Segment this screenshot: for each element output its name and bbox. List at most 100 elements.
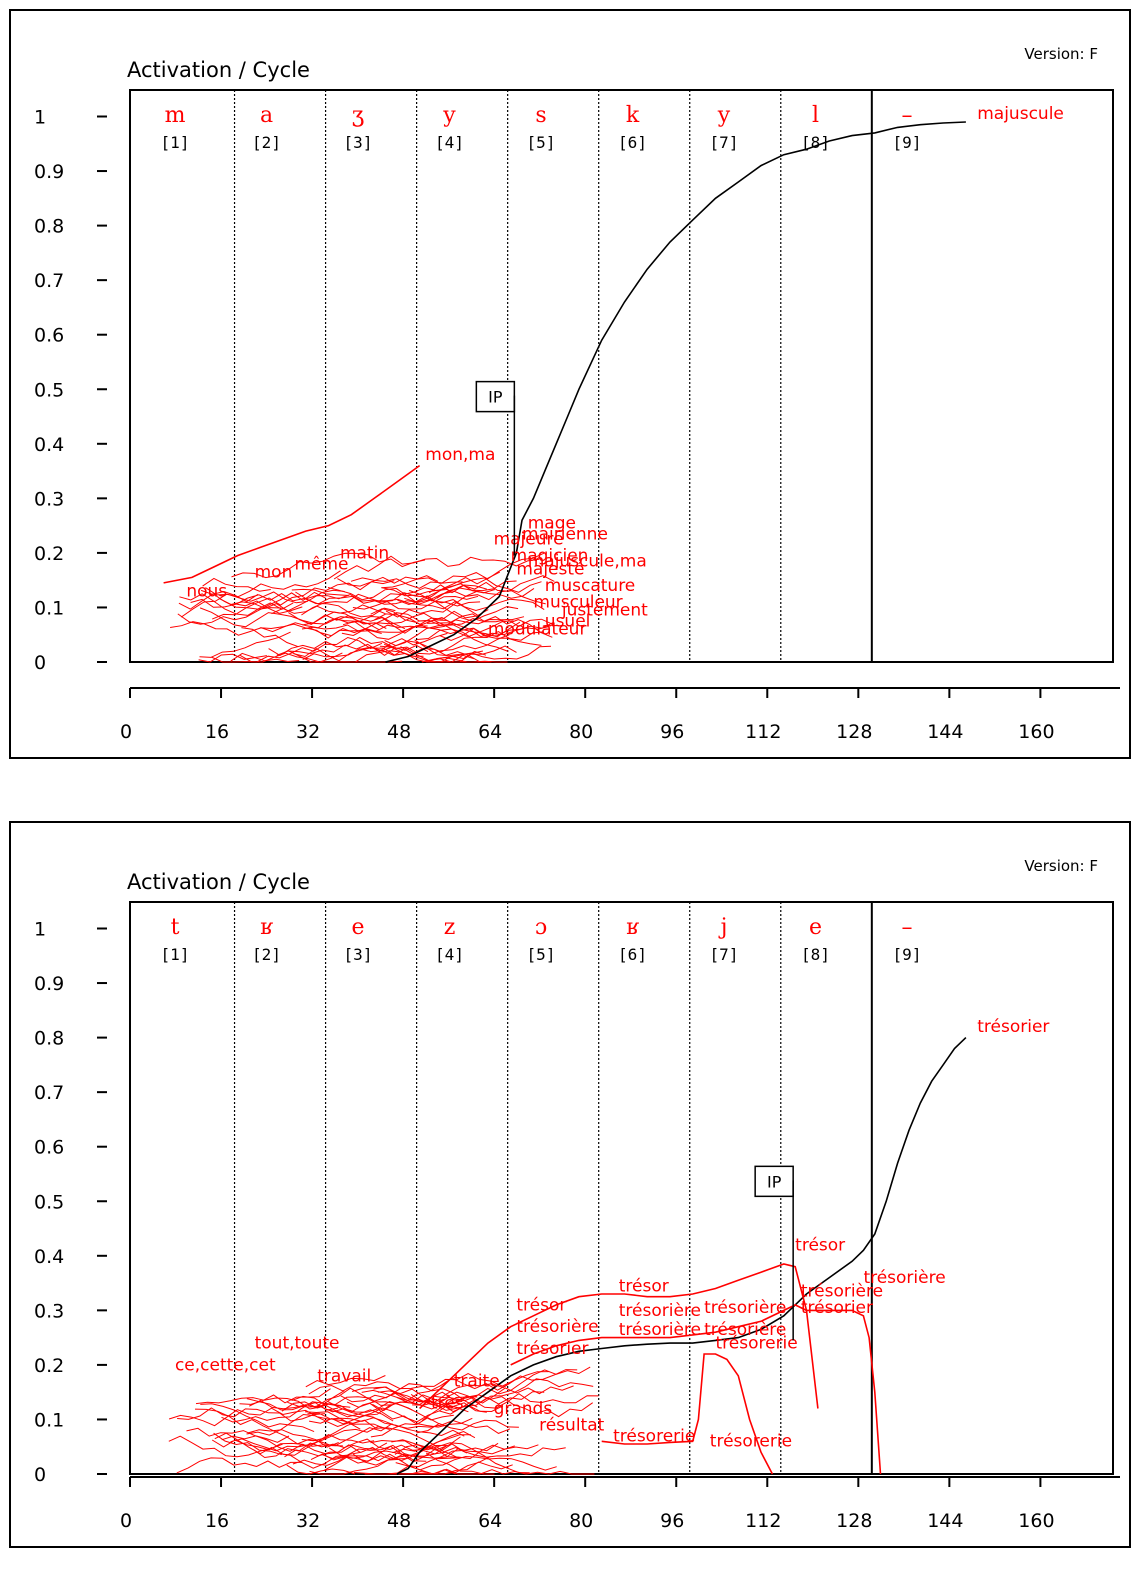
competitor-line: [211, 1439, 361, 1455]
phoneme-index: [2]: [252, 133, 281, 152]
x-tick-label: 32: [296, 1510, 320, 1532]
chart-panel-1: Version: F Activation / Cycle 0 0.1 0.2 0.3 0.…: [0, 0, 1131, 760]
y-tick-label: 0.2: [34, 543, 64, 565]
competitor-line: [417, 628, 509, 652]
competitor-line: [179, 593, 294, 616]
chart-title: Activation / Cycle: [127, 58, 310, 82]
competitor-line: [389, 1468, 595, 1475]
phoneme-symbol: ɔ: [535, 915, 547, 940]
competitor-line: [219, 589, 345, 612]
competitor-line: [308, 1373, 514, 1395]
chart-title: Activation / Cycle: [127, 870, 310, 894]
x-tick-label: 144: [927, 1510, 963, 1532]
competitor-line: [352, 1453, 456, 1475]
competitor-line: [315, 1387, 431, 1408]
competitor-line: [359, 627, 542, 652]
phoneme-index: [5]: [527, 945, 556, 964]
competitor-line: [384, 634, 510, 655]
ip-label: IP: [488, 388, 503, 407]
version-label: Version: F: [1024, 45, 1098, 63]
x-tick-label: 144: [927, 721, 963, 743]
x-tick-label: 128: [836, 1510, 872, 1532]
x-tick-label: 64: [478, 721, 502, 743]
competitor-line: [333, 555, 540, 580]
word-label: majeure: [494, 530, 564, 550]
word-label: trésorière: [619, 1301, 701, 1321]
phoneme-symbol: –: [902, 915, 913, 940]
competitor-line: [342, 621, 423, 640]
segment-boundaries: [233, 902, 873, 1474]
x-tick-label: 0: [120, 721, 132, 743]
competitor-line: [382, 577, 542, 597]
y-tick-label: 0.5: [34, 1191, 64, 1213]
word-label: majuscule: [977, 104, 1064, 124]
word-label: trésor: [619, 1276, 669, 1296]
competitor-line: [177, 591, 326, 625]
phoneme-header: m [1] a [2] ʒ [3] y [4] s [5] k [6] y [7] l [8] – [9]: [161, 103, 922, 152]
competitor-line: [213, 1432, 282, 1456]
word-label: majuscule,ma: [528, 552, 647, 572]
x-tick-label: 128: [836, 721, 872, 743]
phoneme-index: [6]: [618, 133, 647, 152]
competitor-line: [195, 1397, 413, 1413]
phoneme-index: [4]: [435, 945, 464, 964]
competitor-line: [246, 1413, 361, 1436]
competitor-line: [352, 595, 479, 610]
competitor-line: [231, 552, 426, 579]
word-label: trésorier: [801, 1298, 873, 1318]
competitor-line: [381, 575, 439, 589]
phoneme-symbol: y: [717, 103, 731, 128]
x-tick-label: 112: [745, 721, 781, 743]
competitor-line: [370, 1417, 440, 1438]
panel-frame: [9, 9, 1131, 759]
competitor-line: [327, 587, 545, 612]
competitor-line: [301, 1420, 359, 1442]
competitor-line: [268, 636, 429, 656]
competitor-line: [429, 650, 487, 663]
word-label: trésorerie: [716, 1334, 798, 1354]
competitor-line: [190, 593, 396, 618]
y-tick-label: 0: [34, 1464, 46, 1486]
phoneme-symbol: –: [902, 103, 913, 128]
x-tick-label: 0: [120, 1510, 132, 1532]
series-line-majuscule: [385, 121, 966, 663]
x-tick-label: 16: [205, 721, 229, 743]
x-tick-label: 112: [745, 1510, 781, 1532]
plot-area: [129, 89, 1114, 663]
competitor-line: [292, 1430, 476, 1466]
competitor-line: [271, 604, 386, 615]
x-tick-label: 48: [387, 721, 411, 743]
competitor-line: [372, 1369, 578, 1412]
competitor-line: [435, 1445, 515, 1459]
word-label: très: [431, 1394, 464, 1414]
y-tick-label: 0.3: [34, 488, 64, 510]
phoneme-index: [8]: [801, 945, 830, 964]
phoneme-index: [9]: [893, 945, 922, 964]
word-label: magicien: [511, 546, 589, 566]
competitor-line: [199, 607, 406, 630]
competitor-line: [404, 595, 519, 622]
competitor-line: [168, 1435, 283, 1458]
word-label: trésorière: [516, 1317, 598, 1337]
y-tick-label: 0: [34, 652, 46, 674]
competitor-line: [212, 580, 395, 620]
word-label: trésorerie: [613, 1426, 695, 1446]
competitor-line: [370, 608, 554, 629]
y-tick-label: 0.9: [34, 161, 64, 183]
competitor-line: [397, 571, 501, 606]
competitor-line: [302, 614, 428, 634]
competitor-line: [291, 1395, 463, 1423]
competitor-line: [328, 1447, 410, 1459]
word-label: mairienne: [522, 524, 608, 544]
y-tick-label: 0.4: [34, 434, 64, 456]
word-label: mon,ma: [425, 445, 495, 465]
word-label: même: [294, 554, 348, 574]
competitor-line: [230, 652, 300, 663]
ip-box: [754, 1165, 794, 1198]
competitor-line: [435, 1444, 539, 1460]
competitor-line: [288, 650, 403, 663]
competitor-line: [395, 1442, 499, 1468]
competitor-line: [439, 621, 554, 642]
competitor-line: [291, 588, 349, 596]
